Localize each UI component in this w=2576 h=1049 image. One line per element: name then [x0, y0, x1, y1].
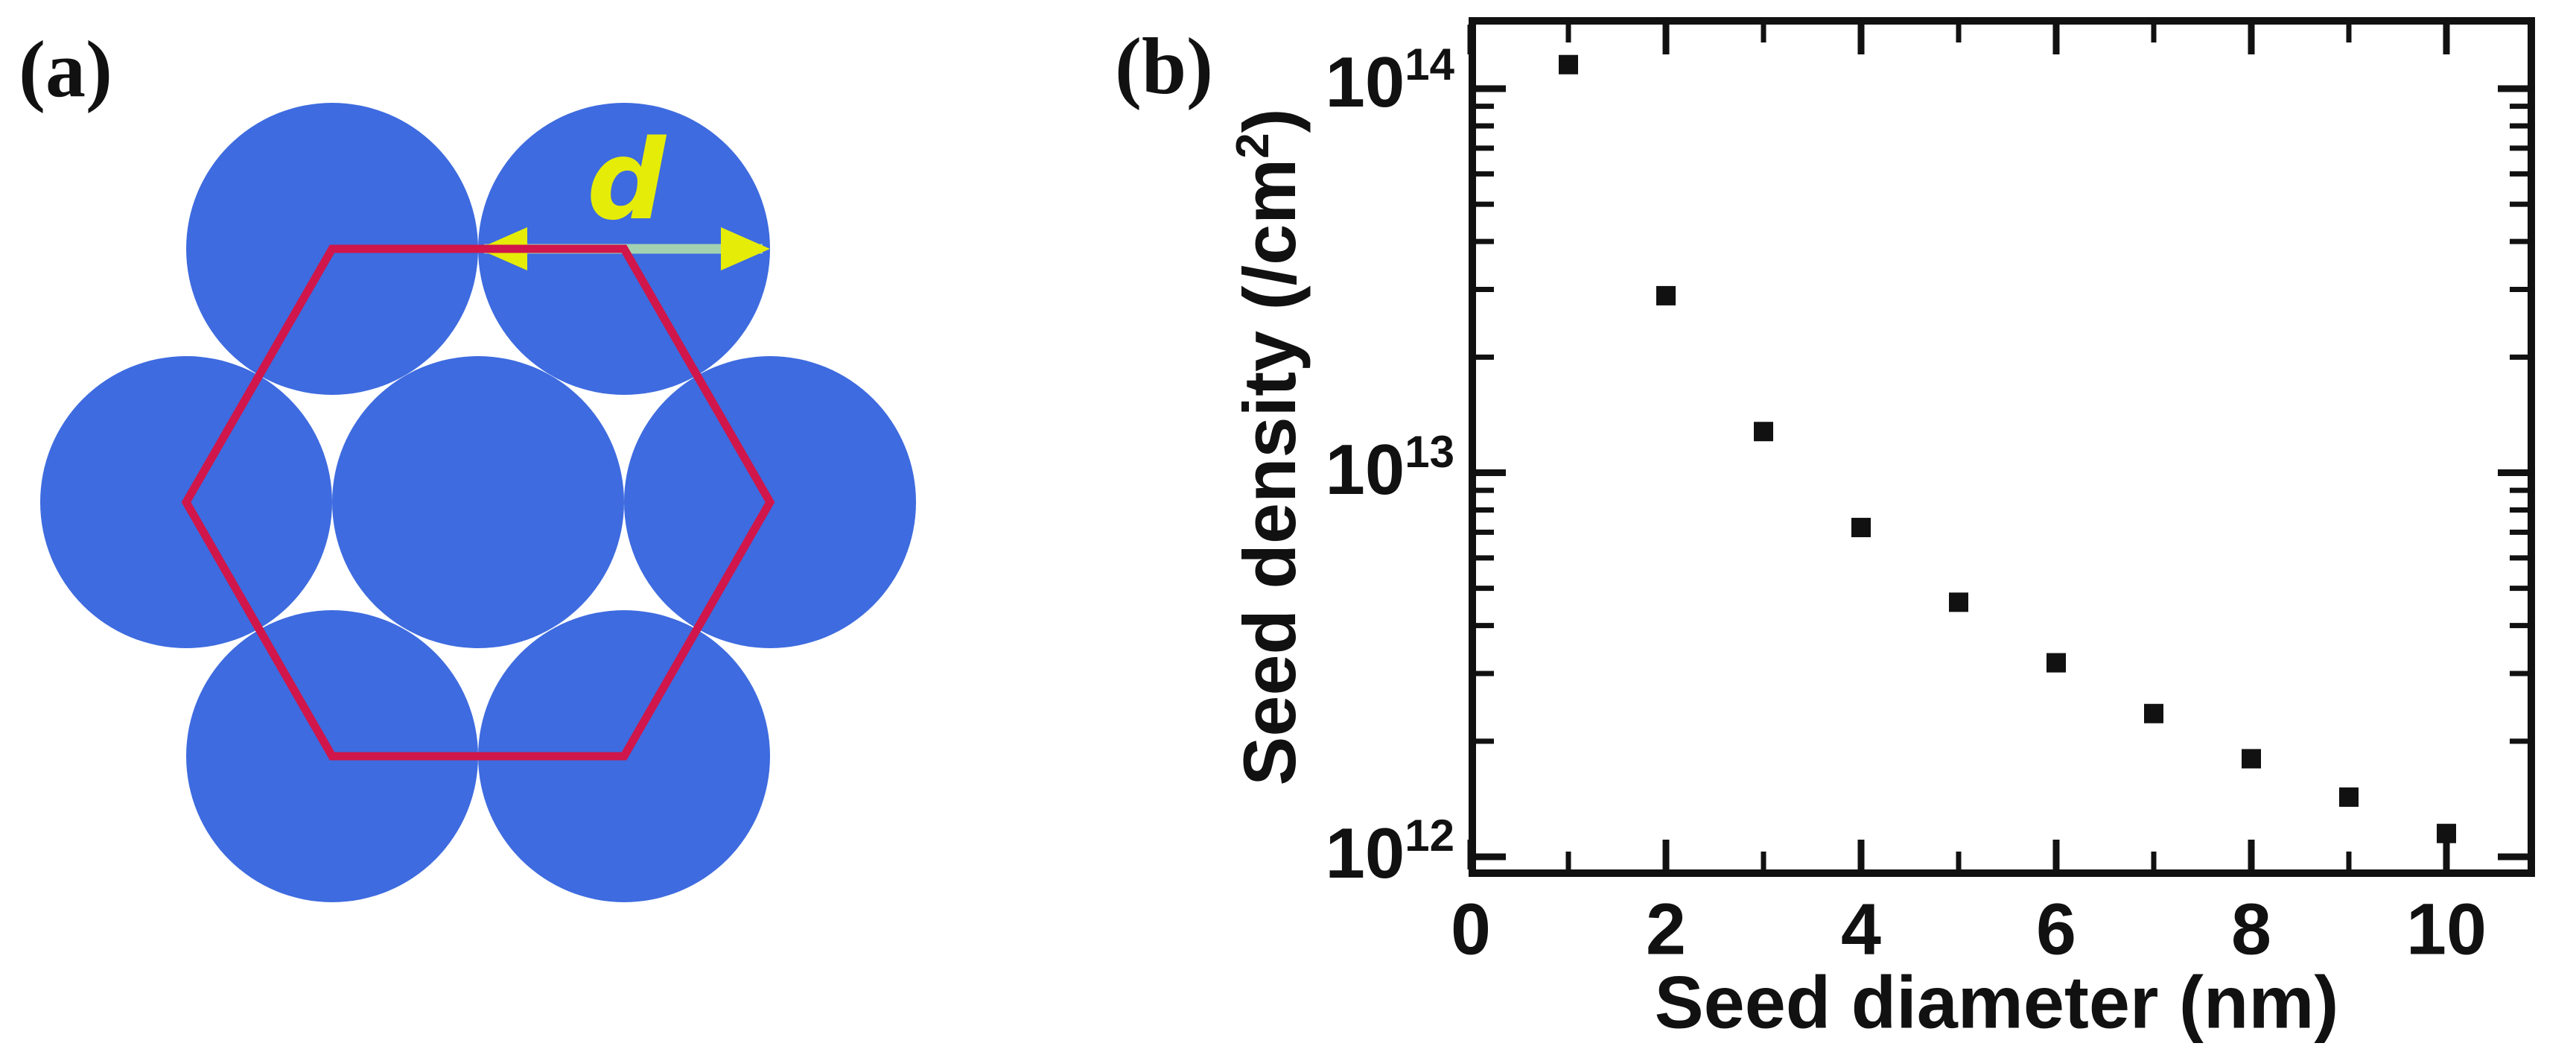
scatter-point — [1656, 285, 1676, 305]
packed-circles-diagram — [40, 103, 916, 902]
panel-b-label: (b) — [1115, 22, 1213, 111]
y-tick-base: 10 — [1325, 429, 1405, 510]
scatter-point — [1949, 592, 1968, 612]
y-axis-title: Seed density (/cm2) — [1227, 108, 1311, 785]
x-axis-title: Seed diameter (nm) — [1654, 960, 2339, 1044]
hexagon-outline — [181, 244, 775, 761]
scatter-point — [1559, 54, 1578, 75]
y-axis-title-suffix: ) — [1228, 108, 1311, 133]
x-tick-label: 4 — [1841, 888, 1881, 970]
plot-axis-box — [1469, 17, 2535, 877]
y-tick-label-1e13: 1013 — [1325, 426, 1454, 506]
y-tick-label-1e12: 1012 — [1325, 810, 1454, 893]
y-tick-base: 10 — [1325, 42, 1405, 122]
y-tick-exponent: 14 — [1405, 39, 1454, 89]
y-tick-base: 10 — [1325, 813, 1405, 893]
x-tick-label: 2 — [1646, 888, 1686, 970]
seed-circle — [332, 356, 624, 648]
x-tick-label: 8 — [2231, 888, 2271, 970]
scatter-point — [2242, 749, 2261, 769]
diameter-arrowhead-right — [721, 227, 770, 270]
scatter-point — [2144, 703, 2163, 723]
y-axis-title-text: Seed density (/cm — [1228, 158, 1311, 786]
scatter-point — [2047, 653, 2066, 673]
y-tick-exponent: 12 — [1405, 810, 1454, 861]
y-tick-exponent: 13 — [1405, 426, 1454, 477]
scatter-point — [1851, 518, 1871, 538]
diameter-label: d — [587, 116, 666, 244]
scatter-point — [2339, 787, 2359, 807]
y-axis-title-superscript: 2 — [1227, 133, 1279, 159]
x-tick-label: 6 — [2036, 888, 2076, 970]
scatter-plot — [1467, 17, 2535, 877]
scatter-point — [1754, 422, 1773, 442]
x-tick-label: 10 — [2406, 888, 2487, 970]
panel-a-label: (a) — [19, 25, 112, 114]
scatter-point — [2437, 823, 2456, 843]
x-tick-label: 0 — [1451, 888, 1491, 970]
y-tick-label-1e14: 1014 — [1325, 42, 1454, 118]
